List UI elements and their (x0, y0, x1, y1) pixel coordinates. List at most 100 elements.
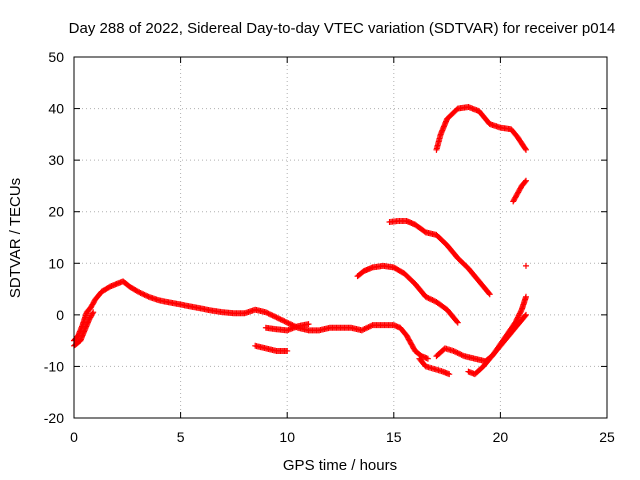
data-point (264, 309, 271, 316)
data-point (281, 318, 288, 325)
data-point (522, 178, 529, 185)
y-tick-label: -20 (44, 410, 64, 426)
series-arc-11 (522, 262, 529, 269)
data-point (451, 348, 458, 355)
y-tick-label: 20 (48, 204, 64, 220)
axis-ticks: 0 5 10 15 20 25 -20 -10 0 10 20 30 40 50 (44, 49, 615, 445)
data-point (273, 314, 280, 321)
data-point (90, 309, 97, 316)
data-point (137, 289, 144, 296)
data-point (278, 317, 285, 324)
data-point (430, 297, 437, 304)
grid (74, 57, 607, 418)
data-point (268, 311, 275, 318)
series-arc-9 (433, 104, 529, 153)
data-point (140, 291, 147, 298)
data-point (358, 327, 365, 334)
data-point (455, 350, 462, 357)
data-point (486, 291, 493, 298)
data-points (71, 104, 529, 378)
series-arc-2 (252, 342, 291, 354)
data-point (265, 310, 272, 317)
data-point (280, 317, 287, 324)
data-point (366, 323, 373, 330)
data-point (426, 295, 433, 302)
x-tick-label: 15 (386, 429, 402, 445)
y-tick-label: 40 (48, 101, 64, 117)
data-point (522, 145, 529, 152)
data-point (270, 313, 277, 320)
data-point (453, 318, 460, 325)
x-tick-label: 25 (599, 429, 615, 445)
data-point (522, 262, 529, 269)
data-point (138, 290, 145, 297)
data-point (305, 321, 312, 328)
data-point (422, 293, 429, 300)
series-arc-5 (386, 217, 493, 298)
x-tick-label: 0 (70, 429, 78, 445)
data-point (522, 312, 529, 319)
data-point (458, 351, 465, 358)
data-point (454, 319, 461, 326)
y-tick-label: 50 (48, 49, 64, 65)
series-arc-4 (354, 262, 461, 326)
data-point (282, 318, 289, 325)
data-point (144, 293, 151, 300)
data-point (446, 371, 453, 378)
chart-title: Day 288 of 2022, Sidereal Day-to-day VTE… (69, 20, 616, 37)
data-point (368, 322, 375, 329)
data-point (522, 293, 529, 300)
data-point (522, 177, 529, 184)
series-arc-3 (262, 321, 312, 334)
data-point (134, 288, 141, 295)
data-point (285, 320, 292, 327)
data-point (424, 294, 431, 301)
data-point (277, 316, 284, 323)
y-tick-label: 0 (56, 307, 64, 323)
data-point (89, 310, 96, 317)
data-point (272, 313, 279, 320)
data-point (136, 289, 143, 296)
x-tick-label: 5 (177, 429, 185, 445)
data-point (485, 290, 492, 297)
data-point (284, 347, 291, 354)
data-point (522, 146, 529, 153)
data-point (450, 347, 457, 354)
series-arc-1 (71, 278, 431, 362)
data-point (362, 325, 369, 332)
data-point (428, 296, 435, 303)
data-point (262, 309, 269, 316)
data-point (266, 311, 273, 318)
y-tick-label: 30 (48, 152, 64, 168)
data-point (457, 351, 464, 358)
data-point (286, 320, 293, 327)
data-point (284, 319, 291, 326)
y-axis-label: SDTVAR / TECUs (7, 178, 24, 298)
data-point (360, 326, 367, 333)
data-point (459, 352, 466, 359)
series-arc-10 (510, 177, 529, 205)
series-arc-6 (416, 355, 453, 378)
data-point (269, 312, 276, 319)
data-point (522, 311, 529, 318)
data-point (361, 326, 368, 333)
y-tick-label: 10 (48, 255, 64, 271)
x-tick-label: 20 (493, 429, 509, 445)
data-point (454, 349, 461, 356)
x-tick-label: 10 (279, 429, 295, 445)
data-point (364, 324, 371, 331)
data-point (425, 295, 432, 302)
data-point (142, 292, 149, 299)
x-axis-label: GPS time / hours (283, 457, 397, 474)
y-tick-label: -10 (44, 358, 64, 374)
data-point (274, 315, 281, 322)
data-point (365, 324, 372, 331)
data-point (141, 291, 148, 298)
data-point (276, 315, 283, 322)
plot-frame (73, 56, 608, 419)
data-point (453, 349, 460, 356)
data-point (429, 297, 436, 304)
series-arc-8 (465, 293, 529, 378)
data-point (424, 355, 431, 362)
